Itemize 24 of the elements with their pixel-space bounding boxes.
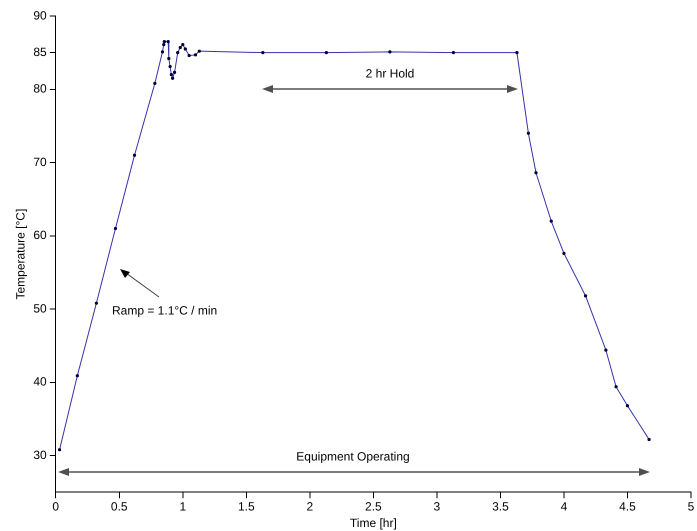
x-tick-label: 4: [560, 500, 568, 514]
annotation: Ramp = 1.1°C / min: [112, 303, 218, 318]
annotation: 2 hr Hold: [366, 66, 414, 80]
x-axis-title: Time [hr]: [350, 516, 397, 530]
x-tick-label: 3.5: [492, 500, 510, 514]
x-tick-label: 1.5: [238, 500, 255, 514]
annotation: Equipment Operating: [296, 449, 410, 464]
x-tick-label: 2.5: [365, 500, 382, 514]
x-tick-label: 3: [434, 500, 441, 514]
y-tick-label: 40: [33, 374, 48, 389]
y-tick-label: 50: [33, 301, 48, 316]
y-tick-label: 85: [33, 44, 48, 59]
x-tick-label: 0.5: [110, 500, 128, 514]
y-tick-label: 60: [33, 228, 48, 242]
y-tick-label: 90: [33, 8, 48, 22]
y-tick-label: 80: [33, 82, 48, 96]
x-tick-label: 1: [179, 500, 186, 514]
x-tick-label: 2: [306, 500, 314, 514]
y-tick-label: 30: [33, 448, 48, 462]
x-tick-label: 0: [52, 500, 60, 514]
x-tick-label: 5: [688, 500, 695, 514]
x-tick-label: 4.5: [619, 500, 636, 514]
y-tick-label: 70: [33, 154, 48, 169]
y-axis-title: Temperature [°C]: [14, 208, 28, 300]
